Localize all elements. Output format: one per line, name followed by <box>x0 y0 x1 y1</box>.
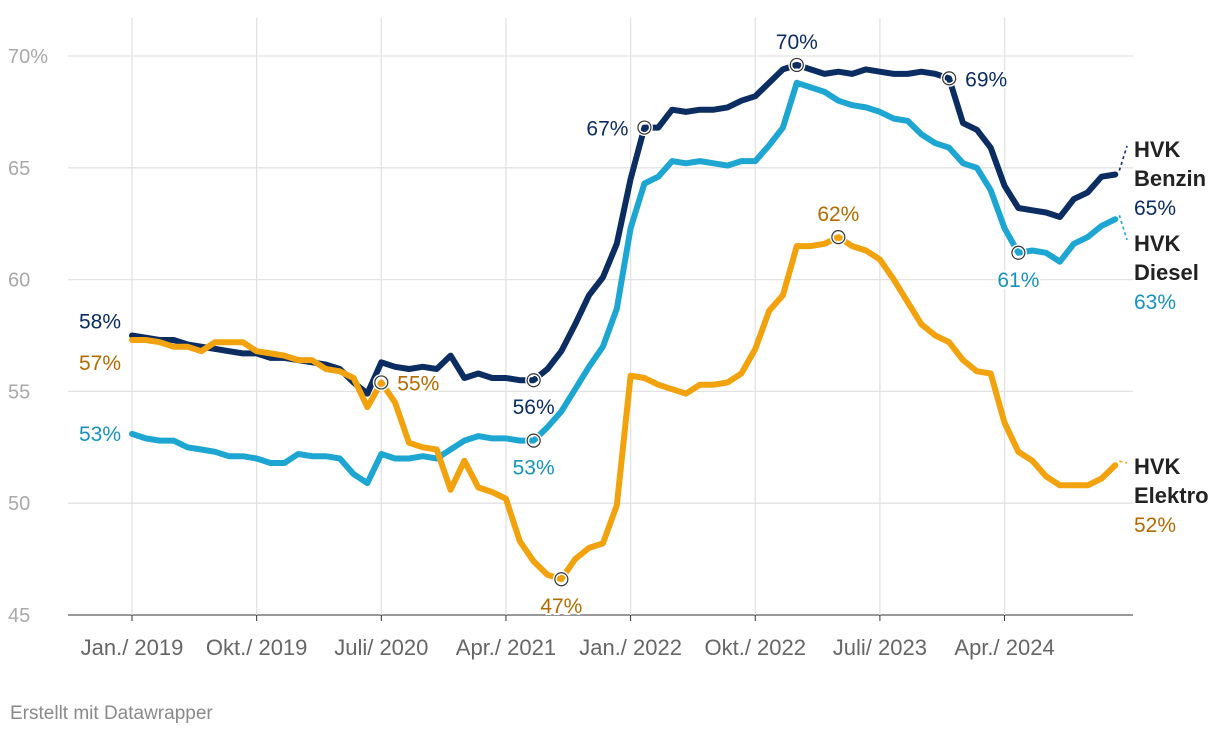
data-label: 69% <box>965 68 1007 91</box>
x-tick-label: Jan./ 2019 <box>81 635 184 660</box>
annotation-marker <box>1011 245 1026 260</box>
data-label: 53% <box>513 457 555 480</box>
data-label: 55% <box>397 372 439 395</box>
data-label: 67% <box>586 118 628 141</box>
grid-layer <box>68 18 1133 621</box>
y-tick-label: 65 <box>8 158 30 180</box>
annotation-marker <box>637 120 652 135</box>
annotation-marker <box>831 230 846 245</box>
data-label: 62% <box>817 203 859 226</box>
annotation-marker <box>526 373 541 388</box>
series-name-label: HVK <box>1134 137 1181 162</box>
data-label: 58% <box>79 311 121 334</box>
series-end-labels: HVK Benzin 65% HVK Diesel 63% HVK Elektro 52% <box>1118 137 1209 537</box>
series-end-value: 65% <box>1134 197 1176 220</box>
leader-line <box>1119 460 1128 464</box>
y-tick-label: 70% <box>8 46 48 68</box>
x-tick-label: Apr./ 2021 <box>456 635 556 660</box>
data-label: 47% <box>540 595 582 618</box>
annotation-marker <box>942 71 957 86</box>
y-tick-label: 60 <box>8 270 30 292</box>
axis-ticks: 70% 65 60 55 50 45 Jan./ 2019 Okt./ 2019 Juli/ 2… <box>8 46 1055 660</box>
data-label: 57% <box>79 352 121 375</box>
series-line-hvk-benzin <box>129 61 1119 397</box>
data-label: 70% <box>776 31 818 54</box>
series-name-label: Diesel <box>1134 260 1199 285</box>
value-annotations: 58% 56% 67% 70% 69% 53% 53% 61% 57% 55% 47% 62% <box>77 29 1041 620</box>
leader-line <box>1118 145 1128 171</box>
data-label: 56% <box>513 396 555 419</box>
x-tick-label: Apr./ 2024 <box>954 635 1054 660</box>
y-tick-label: 45 <box>8 605 30 627</box>
credit-text: Erstellt mit Datawrapper <box>10 703 213 724</box>
x-tick-label: Jan./ 2022 <box>579 635 682 660</box>
series-line-hvk-elektro <box>129 234 1119 583</box>
series-name-label: Benzin <box>1134 166 1206 191</box>
y-tick-label: 50 <box>8 493 30 515</box>
series-name-label: HVK <box>1134 231 1181 256</box>
annotation-marker <box>789 57 804 73</box>
annotation-marker <box>554 572 569 587</box>
x-tick-label: Okt./ 2022 <box>704 635 806 660</box>
series-line-hvk-diesel <box>129 79 1119 487</box>
series-name-label: Elektro <box>1134 483 1209 508</box>
data-label: 53% <box>79 423 121 446</box>
x-tick-label: Juli/ 2023 <box>833 635 927 660</box>
x-tick-label: Juli/ 2020 <box>334 635 428 660</box>
data-label: 61% <box>997 269 1039 292</box>
series-end-value: 52% <box>1134 514 1176 537</box>
y-tick-label: 55 <box>8 381 30 403</box>
x-tick-label: Okt./ 2019 <box>206 635 308 660</box>
series-name-label: HVK <box>1134 454 1181 479</box>
annotation-marker <box>374 375 389 390</box>
series-end-value: 63% <box>1134 291 1176 314</box>
annotation-marker <box>526 433 541 448</box>
series-lines <box>129 61 1119 583</box>
leader-line <box>1118 214 1128 241</box>
